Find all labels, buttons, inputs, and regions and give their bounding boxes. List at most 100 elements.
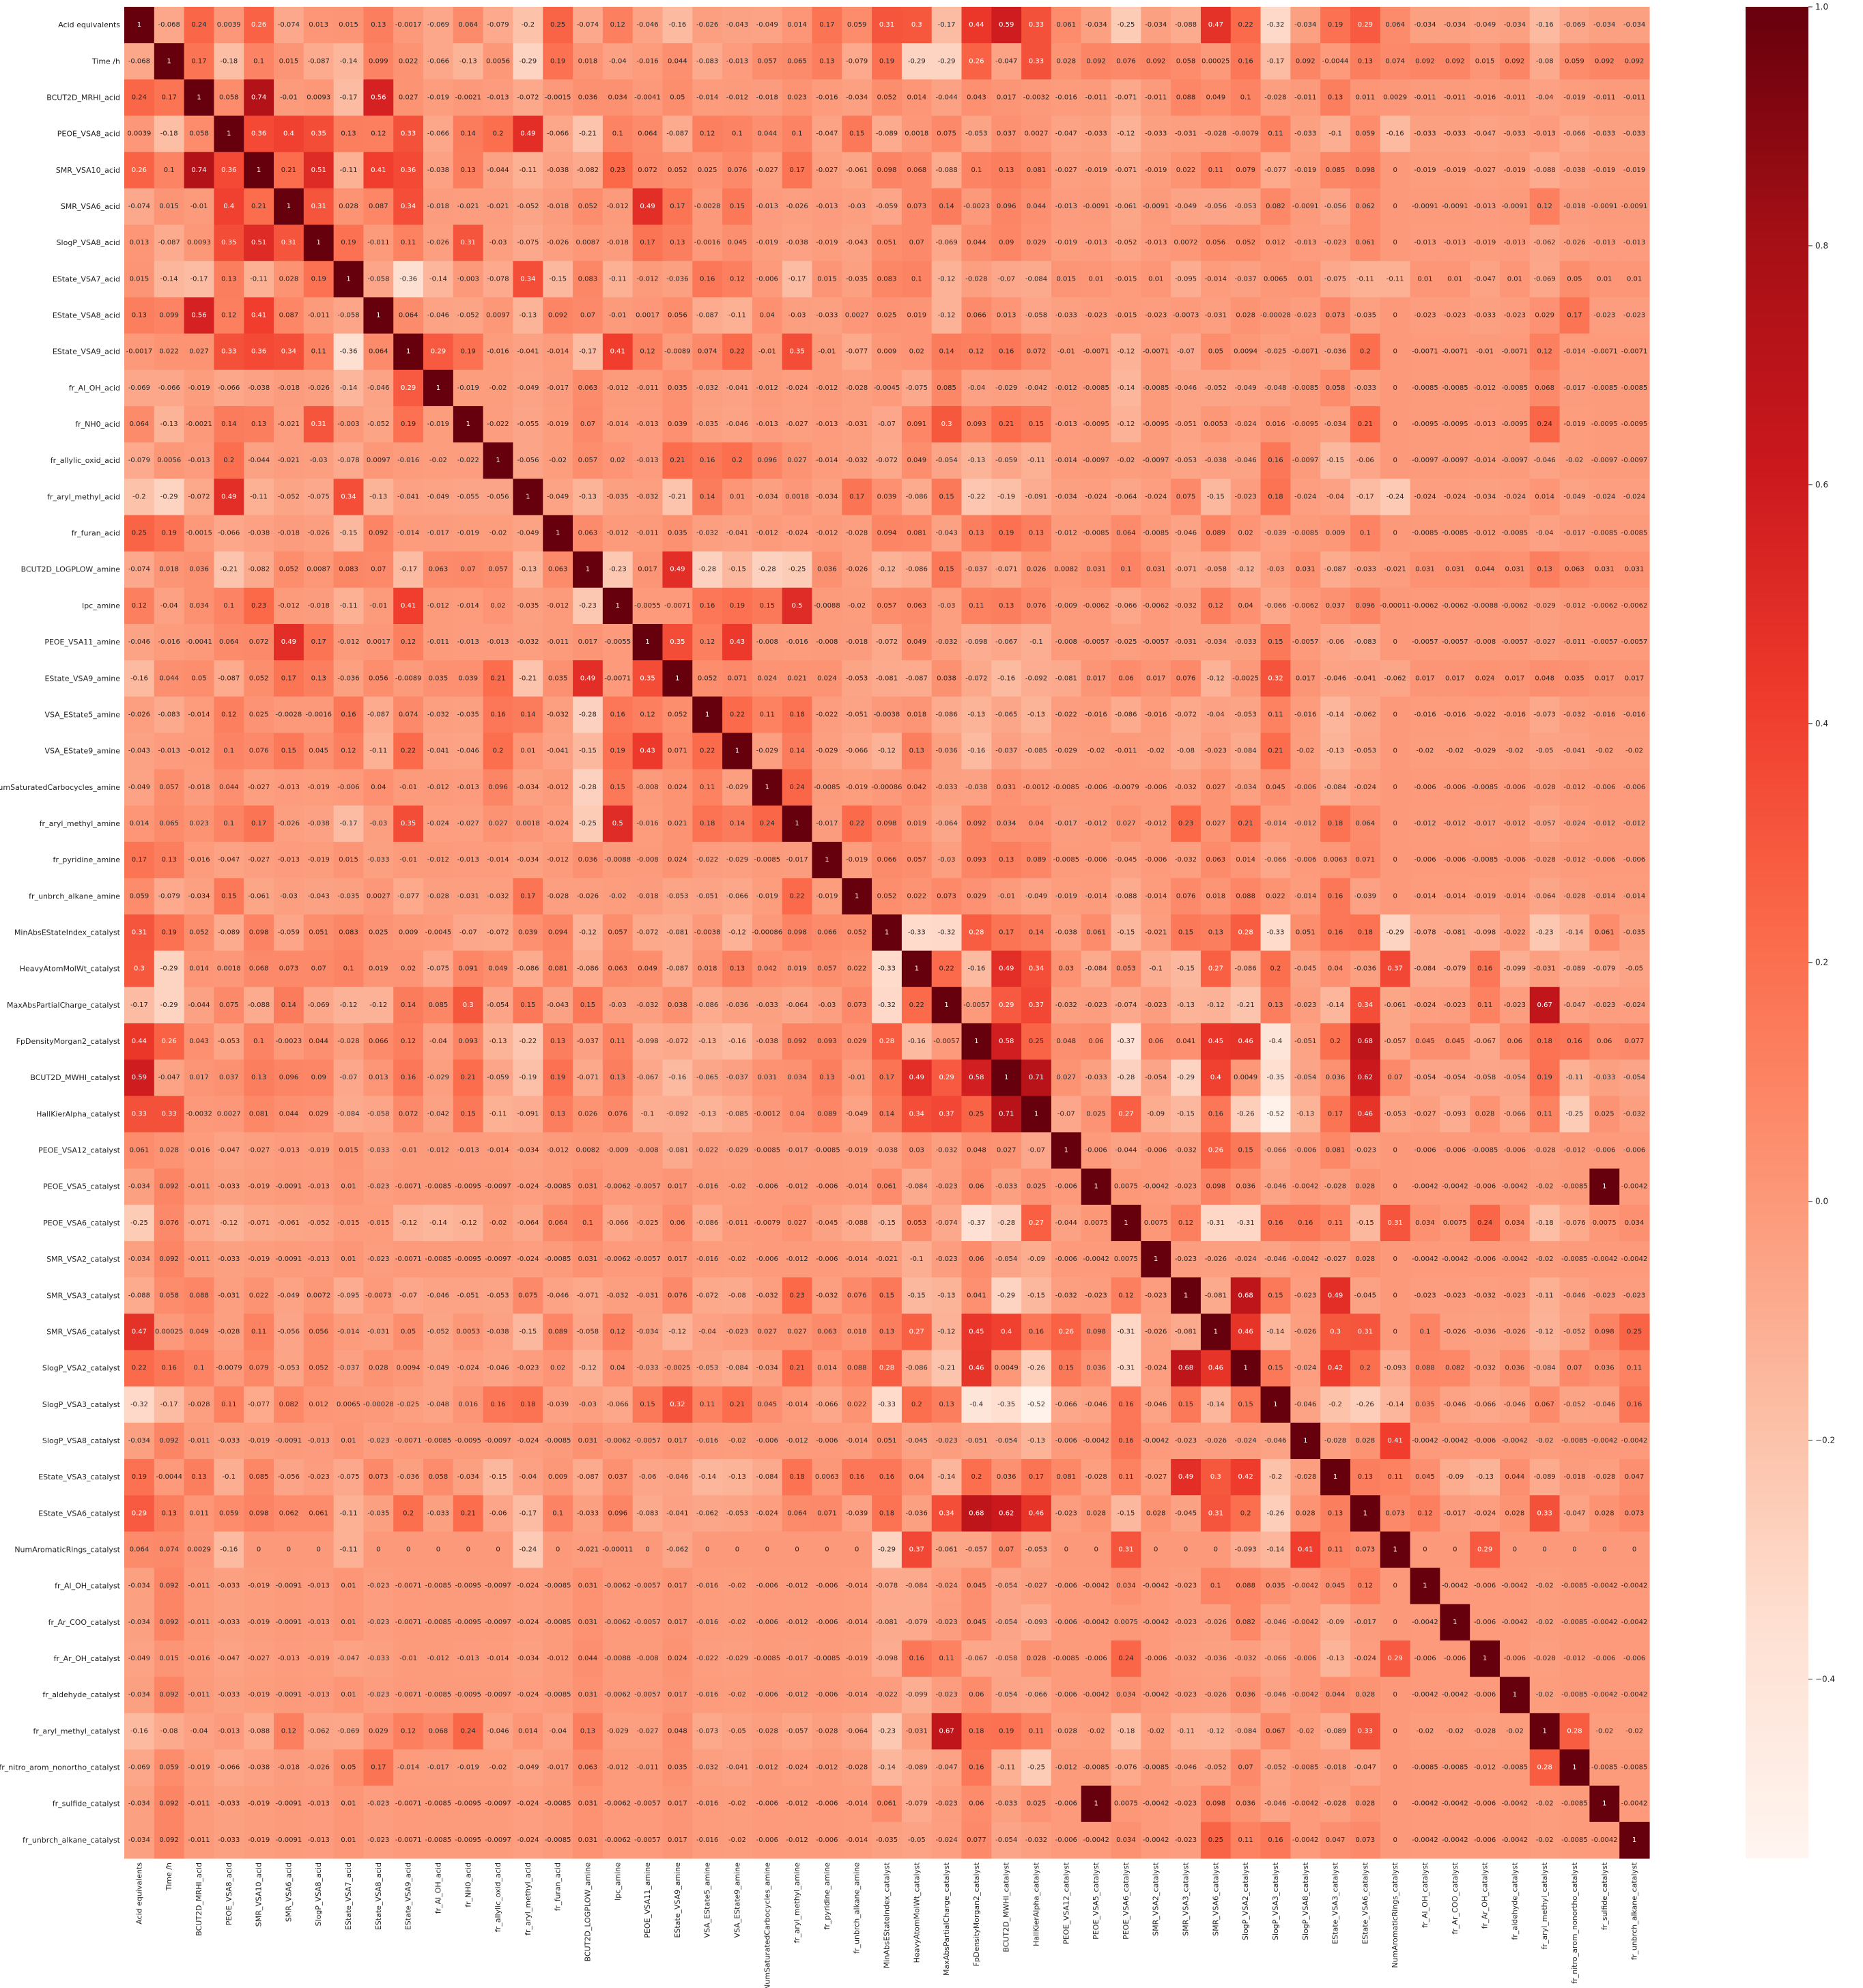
cell-value-label: -0.023	[1623, 312, 1645, 320]
cell-value-label: 0.034	[1505, 1219, 1525, 1227]
cell-value-label: -0.044	[935, 94, 957, 101]
cell-value-label: -0.028	[1324, 1437, 1346, 1445]
cell-value-label: -0.034	[1205, 638, 1227, 646]
cell-value-label: -0.0042	[1591, 1255, 1618, 1263]
cell-value-label: 0.1	[223, 820, 234, 827]
cell-value-label: -0.11	[340, 602, 358, 610]
cell-value-label: -0.034	[846, 94, 868, 101]
cell-value-label: 0.076	[668, 1292, 687, 1299]
cell-value-label: -0.082	[248, 566, 270, 573]
cell-value-label: -0.017	[786, 856, 808, 864]
cell-value-label: -0.0097	[1083, 457, 1109, 464]
cell-value-label: 0.15	[849, 130, 864, 138]
cell-value-label: -0.021	[457, 203, 479, 210]
cell-value-label: 0.03	[1059, 965, 1074, 973]
cell-value-label: 0.16	[162, 1365, 177, 1372]
cell-value-label: 0.031	[578, 1582, 598, 1590]
cell-value-label: -0.024	[1414, 1002, 1436, 1009]
cell-value-label: -0.053	[726, 1509, 748, 1517]
cell-value-label: 0.068	[1535, 384, 1554, 392]
cell-value-label: -0.028	[1474, 1727, 1496, 1735]
cell-value-label: 0.13	[819, 1074, 834, 1081]
cell-value-label: 0.031	[1415, 566, 1435, 573]
cell-value-label: 0.35	[311, 130, 326, 138]
heatmap-cell	[1171, 297, 1201, 335]
cell-value-label: -0.084	[726, 1365, 748, 1372]
cell-value-label: -0.12	[878, 566, 896, 573]
cell-value-label: -0.0095	[1292, 421, 1319, 428]
cell-value-label: 0.018	[1206, 892, 1226, 900]
cell-value-label: -0.023	[1593, 1292, 1615, 1299]
cell-value-label: -0.02	[1296, 748, 1314, 755]
cell-value-label: 0.00025	[155, 1328, 183, 1335]
cell-value-label: 0.15	[1059, 1365, 1074, 1372]
cell-value-label: -0.023	[1324, 239, 1346, 246]
cell-value-label: -0.046	[1593, 1401, 1615, 1408]
heatmap-cell	[1559, 152, 1590, 189]
cell-value-label: -0.087	[666, 130, 688, 138]
heatmap-cell	[184, 152, 215, 189]
heatmap-cell	[991, 297, 1022, 335]
cell-value-label: -0.06	[639, 1473, 657, 1481]
cell-value-label: 0.28	[1238, 929, 1253, 937]
cell-value-label: -0.087	[906, 674, 928, 682]
cell-value-label: -0.012	[756, 384, 778, 392]
cell-value-label: -0.006	[1294, 1147, 1316, 1154]
cell-value-label: 0.68	[969, 1509, 984, 1517]
cell-value-label: -0.023	[1175, 1619, 1197, 1626]
cell-value-label: -0.04	[160, 602, 178, 610]
cell-value-label: 0.13	[341, 130, 356, 138]
cell-value-label: 0.019	[907, 820, 926, 827]
cell-value-label: -0.015	[367, 1219, 389, 1227]
cell-value-label: 0.01	[341, 1582, 356, 1590]
cell-value-label: 0.05	[341, 1764, 356, 1772]
cell-value-label: 0.21	[789, 1365, 804, 1372]
cell-value-label: -0.085	[726, 1110, 748, 1118]
heatmap-cell	[1171, 7, 1201, 44]
cell-value-label: -0.034	[1593, 21, 1615, 29]
heatmap-cell	[363, 297, 394, 335]
heatmap-cell	[184, 261, 215, 298]
cell-value-label: -0.06	[1356, 457, 1374, 464]
cell-value-label: -0.022	[1474, 711, 1496, 718]
cell-value-label: -0.006	[1085, 1147, 1107, 1154]
cell-value-label: 0.16	[700, 275, 715, 283]
cell-value-label: 0	[855, 1546, 859, 1554]
cell-value-label: 0.34	[401, 203, 416, 210]
cell-value-label: -0.006	[1414, 856, 1436, 864]
cell-value-label: -0.028	[756, 1727, 778, 1735]
heatmap-cell	[1589, 79, 1620, 117]
cell-value-label: -0.013	[487, 94, 509, 101]
cell-value-label: -0.36	[340, 348, 358, 356]
cell-value-label: -0.012	[1474, 1764, 1496, 1772]
cell-value-label: 0.49	[1178, 1473, 1193, 1481]
cell-value-label: -0.04	[1536, 94, 1554, 101]
cell-value-label: 0.71	[1029, 1074, 1044, 1081]
heatmap-cell	[901, 7, 933, 44]
heatmap-cell	[393, 297, 424, 335]
cell-value-label: 0.01	[1447, 275, 1462, 283]
heatmap-cell	[872, 7, 902, 44]
cell-value-label: -0.057	[965, 1546, 987, 1554]
heatmap-cell	[722, 261, 753, 298]
heatmap-cell	[1021, 152, 1052, 189]
cell-value-label: -0.0071	[1591, 348, 1618, 356]
cell-value-label: -0.032	[487, 892, 509, 900]
cell-value-label: 0.017	[668, 1619, 687, 1626]
cell-value-label: 0.014	[130, 820, 150, 827]
cell-value-label: -0.017	[1563, 384, 1585, 392]
cell-value-label: 0.17	[162, 94, 177, 101]
cell-value-label: 0.13	[969, 530, 984, 537]
cell-value-label: -0.056	[278, 1473, 300, 1481]
cell-value-label: -0.048	[427, 1401, 449, 1408]
cell-value-label: 0.024	[668, 856, 687, 864]
cell-value-label: 0.2	[1240, 1509, 1251, 1517]
cell-value-label: 0.0075	[1114, 1619, 1138, 1626]
heatmap-cell	[274, 261, 304, 298]
heatmap-cell	[573, 79, 603, 117]
heatmap-cell	[692, 261, 723, 298]
cell-value-label: 0.35	[640, 674, 655, 682]
cell-value-label: 0	[257, 1546, 261, 1554]
cell-value-label: 0.036	[1595, 1365, 1615, 1372]
cell-value-label: -0.023	[1145, 1002, 1167, 1009]
